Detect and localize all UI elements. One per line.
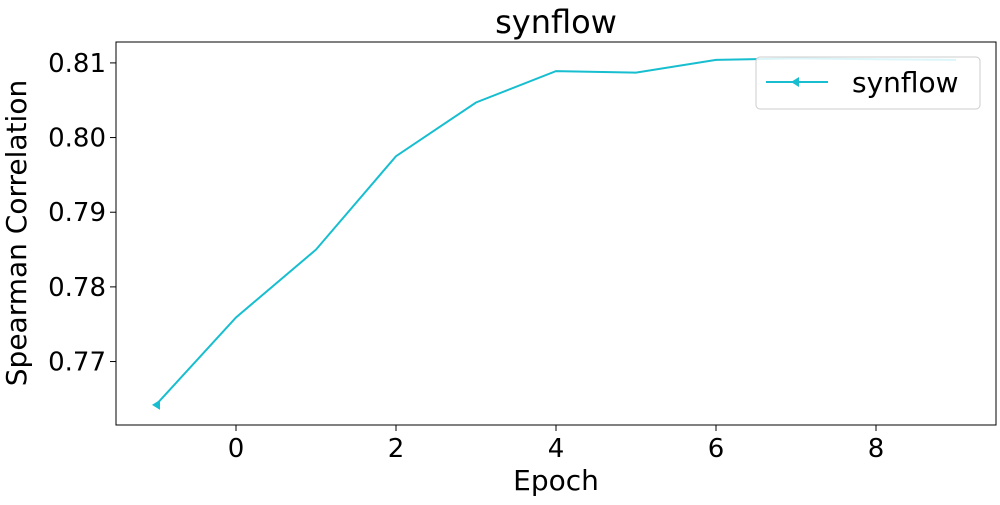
data-point-marker	[152, 399, 160, 410]
plot-area	[152, 57, 957, 410]
y-tick-label: 0.77	[48, 348, 106, 378]
x-tick-label: 8	[868, 434, 885, 464]
y-tick-label: 0.79	[48, 198, 106, 228]
y-axis-label: Spearman Correlation	[0, 80, 33, 386]
legend-box	[755, 56, 981, 110]
legend-marker	[791, 77, 799, 87]
y-tick-label: 0.78	[48, 273, 106, 303]
x-tick-label: 2	[388, 434, 405, 464]
y-tick-label: 0.80	[48, 124, 106, 154]
chart-title: synflow	[495, 3, 617, 41]
legend: synflow	[755, 56, 981, 110]
y-axis-ticks: 0.77 0.78 0.79 0.80 0.81	[48, 49, 116, 378]
x-tick-label: 4	[548, 434, 565, 464]
x-tick-label: 6	[708, 434, 725, 464]
series-line	[155, 57, 957, 406]
legend-label: synflow	[852, 66, 959, 99]
x-axis-label: Epoch	[513, 464, 599, 497]
x-axis-ticks: 0 2 4 6 8	[228, 425, 885, 464]
x-tick-label: 0	[228, 434, 245, 464]
y-tick-label: 0.81	[48, 49, 106, 79]
